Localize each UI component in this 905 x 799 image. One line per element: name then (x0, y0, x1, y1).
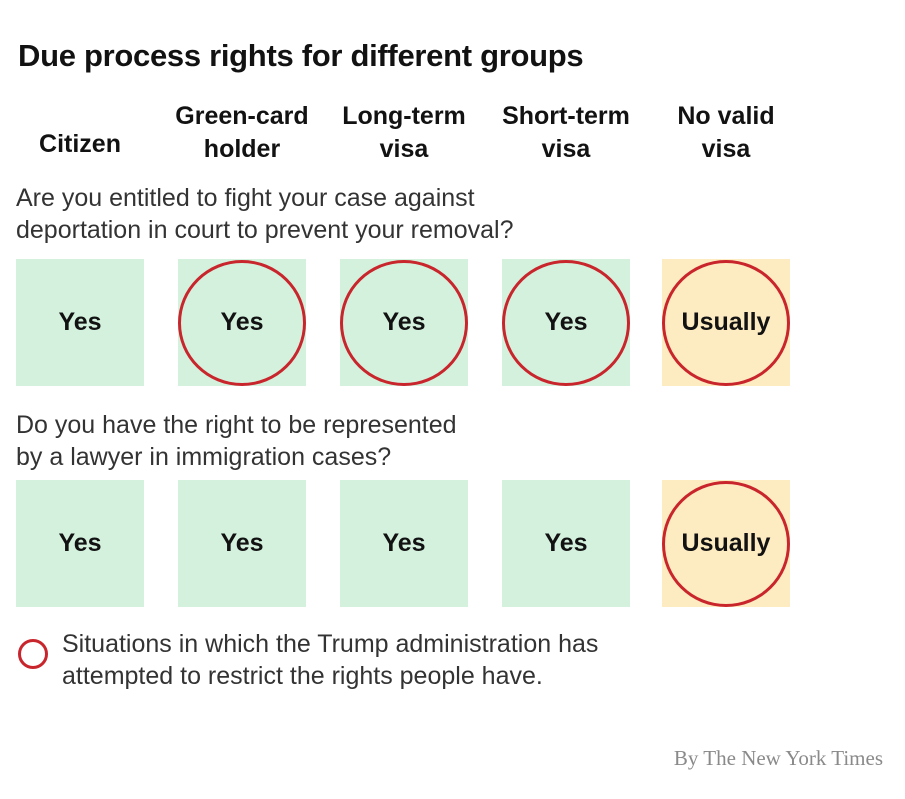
column-header-1: Green-card holder (175, 102, 309, 163)
column-header-4: No valid visa (677, 102, 775, 163)
restriction-circle-icon (178, 260, 306, 386)
cell-label: Yes (58, 529, 102, 557)
cell-label: Yes (544, 529, 588, 557)
row-question-1: Do you have the right to be represented … (16, 411, 457, 471)
row-question-0: Are you entitled to fight your case agai… (16, 184, 514, 244)
restriction-circle-icon (502, 260, 630, 386)
cell-label: Yes (544, 308, 588, 336)
cell-label: Usually (681, 308, 771, 336)
cell-r0-c0: Yes (16, 259, 144, 386)
cell-r0-c4: Usually (662, 259, 790, 386)
cell-label: Yes (382, 308, 426, 336)
cell-label: Yes (220, 308, 264, 336)
chart-title: Due process rights for different groups (18, 38, 584, 73)
cell-r1-c1: Yes (178, 480, 306, 607)
cell-label: Yes (58, 308, 102, 336)
cell-r1-c4: Usually (662, 480, 790, 607)
cell-r0-c2: Yes (340, 259, 468, 386)
cell-r0-c3: Yes (502, 259, 630, 386)
legend-circle-icon (18, 639, 48, 669)
column-header-2: Long-term visa (342, 102, 466, 163)
cell-r0-c1: Yes (178, 259, 306, 386)
column-header-0: Citizen (39, 130, 121, 158)
cell-r1-c0: Yes (16, 480, 144, 607)
restriction-circle-icon (340, 260, 468, 386)
column-header-3: Short-term visa (502, 102, 630, 163)
cell-label: Yes (382, 529, 426, 557)
cell-r1-c2: Yes (340, 480, 468, 607)
restriction-circle-icon (662, 260, 790, 386)
cell-r1-c3: Yes (502, 480, 630, 607)
legend-text: Situations in which the Trump administra… (62, 630, 599, 690)
cell-label: Usually (681, 529, 771, 557)
cell-label: Yes (220, 529, 264, 557)
credit-line: By The New York Times (673, 746, 883, 770)
restriction-circle-icon (662, 481, 790, 607)
